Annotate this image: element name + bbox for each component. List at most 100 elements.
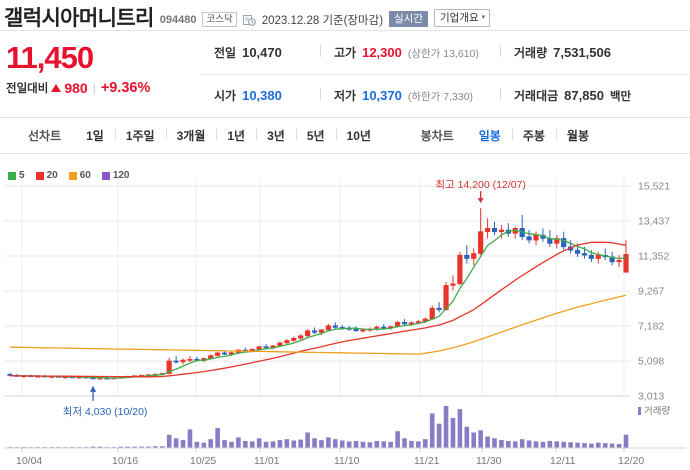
candle-body[interactable]	[311, 330, 318, 333]
volume-bar[interactable]	[623, 434, 629, 448]
tab-candle-0[interactable]: 일봉	[478, 129, 501, 143]
volume-bar[interactable]	[263, 441, 269, 448]
volume-bar[interactable]	[381, 441, 387, 448]
volume-bar[interactable]	[291, 440, 297, 448]
candle-body[interactable]	[450, 283, 456, 286]
volume-bar[interactable]	[346, 441, 352, 448]
volume-bar[interactable]	[180, 440, 186, 448]
volume-bar[interactable]	[471, 432, 477, 448]
volume-bar[interactable]	[464, 426, 470, 448]
volume-bar[interactable]	[554, 441, 560, 448]
candle-body[interactable]	[215, 352, 221, 356]
volume-bar[interactable]	[519, 439, 525, 448]
volume-bar[interactable]	[249, 441, 255, 448]
volume-bar[interactable]	[270, 441, 276, 448]
volume-bar[interactable]	[512, 441, 518, 448]
candle-body[interactable]	[173, 360, 179, 363]
candle-body[interactable]	[381, 326, 387, 329]
volume-bar[interactable]	[540, 441, 546, 448]
tab-period-1[interactable]: 1주일	[114, 127, 166, 144]
volume-bar[interactable]	[159, 446, 165, 448]
candle-body[interactable]	[360, 329, 366, 332]
volume-bar[interactable]	[194, 441, 200, 448]
candle-body[interactable]	[353, 328, 359, 332]
volume-bar[interactable]	[187, 429, 193, 448]
ma-legend-item-120[interactable]: 120	[101, 170, 130, 181]
volume-bar[interactable]	[243, 440, 248, 448]
volume-bar[interactable]	[173, 438, 179, 448]
ma-legend-item-60[interactable]: 60	[68, 170, 91, 181]
volume-bar[interactable]	[422, 439, 428, 448]
volume-bar[interactable]	[215, 428, 220, 448]
candle-body[interactable]	[284, 340, 290, 344]
volume-bar[interactable]	[208, 439, 214, 448]
volume-bar[interactable]	[568, 442, 573, 448]
company-overview-button[interactable]: 기업개요 ▾	[434, 9, 491, 27]
volume-bar[interactable]	[284, 439, 290, 448]
candle-body[interactable]	[429, 307, 435, 320]
candle-body[interactable]	[436, 307, 442, 311]
candle-body[interactable]	[498, 229, 505, 232]
volume-bar[interactable]	[388, 441, 393, 448]
candle-body[interactable]	[471, 253, 477, 259]
candle-body[interactable]	[408, 322, 415, 325]
ma-legend-item-5[interactable]: 5	[8, 170, 25, 181]
volume-bar[interactable]	[602, 443, 608, 448]
volume-bar[interactable]	[616, 444, 622, 448]
volume-bar[interactable]	[443, 406, 449, 448]
volume-bar[interactable]	[132, 446, 137, 448]
tab-period-4[interactable]: 3년	[256, 127, 296, 144]
volume-bar[interactable]	[360, 441, 366, 448]
tab-period-0[interactable]: 1일	[86, 129, 104, 143]
volume-bar[interactable]	[409, 440, 414, 448]
tab-candle-1[interactable]: 주봉	[511, 127, 556, 144]
volume-bar[interactable]	[166, 434, 172, 448]
volume-bar[interactable]	[353, 440, 359, 448]
candle-body[interactable]	[581, 253, 588, 256]
candle-body[interactable]	[166, 360, 172, 374]
volume-bar[interactable]	[395, 431, 400, 448]
candle-body[interactable]	[588, 254, 594, 259]
candle-body[interactable]	[291, 337, 297, 341]
volume-bar[interactable]	[561, 441, 567, 448]
volume-bar[interactable]	[236, 437, 241, 448]
candle-body[interactable]	[457, 254, 463, 285]
volume-bar[interactable]	[575, 442, 580, 448]
volume-bar[interactable]	[416, 441, 421, 448]
candle-body[interactable]	[325, 325, 331, 331]
realtime-badge[interactable]: 실시간	[389, 11, 429, 27]
volume-bar[interactable]	[97, 446, 103, 448]
candle-body[interactable]	[256, 346, 262, 350]
candle-body[interactable]	[332, 325, 338, 328]
volume-bar[interactable]	[146, 446, 151, 448]
volume-bar[interactable]	[305, 432, 310, 448]
candle-body[interactable]	[526, 236, 532, 241]
volume-bar[interactable]	[589, 443, 594, 448]
volume-bar[interactable]	[319, 440, 324, 448]
candle-body[interactable]	[574, 249, 581, 254]
volume-bar[interactable]	[339, 440, 345, 448]
volume-bar[interactable]	[229, 441, 234, 448]
volume-bar[interactable]	[139, 446, 144, 448]
volume-bar[interactable]	[429, 413, 435, 448]
tab-period-2[interactable]: 3개월	[165, 127, 217, 144]
volume-bar[interactable]	[333, 439, 338, 448]
ma-legend-item-20[interactable]: 20	[35, 170, 58, 181]
volume-bar[interactable]	[312, 438, 317, 448]
volume-bar[interactable]	[153, 446, 158, 448]
volume-bar[interactable]	[609, 443, 615, 448]
candle-body[interactable]	[305, 330, 311, 337]
volume-bar[interactable]	[118, 446, 124, 448]
candle-body[interactable]	[491, 228, 498, 232]
volume-bar[interactable]	[125, 446, 130, 448]
candle-body[interactable]	[623, 254, 629, 273]
candle-body[interactable]	[478, 231, 484, 254]
volume-bar[interactable]	[596, 442, 601, 448]
candle-body[interactable]	[616, 259, 622, 263]
candlestick-chart[interactable]: 15,521 13,437 11,352 9,267 7,182 5,098 3,013 최고…	[0, 160, 690, 470]
volume-bar[interactable]	[367, 442, 373, 448]
candle-body[interactable]	[484, 228, 491, 232]
volume-bar[interactable]	[256, 438, 262, 448]
candle-body[interactable]	[318, 329, 325, 333]
candle-body[interactable]	[561, 238, 567, 248]
